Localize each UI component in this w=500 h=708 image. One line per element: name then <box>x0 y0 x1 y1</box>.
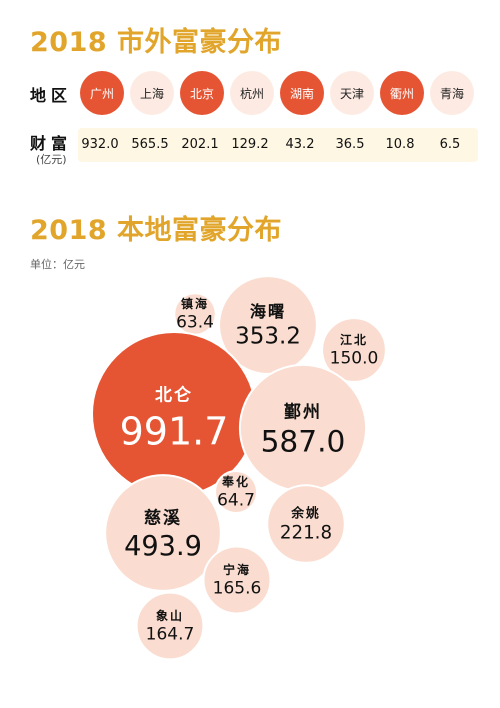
bubble-2: 海曙 353.2 <box>218 275 318 375</box>
city-name: 杭州 <box>239 86 264 101</box>
city-name: 天津 <box>339 86 364 101</box>
wealth-value: 43.2 <box>285 137 315 152</box>
city-circle: 北京 <box>180 71 224 115</box>
city-circle: 衢州 <box>380 71 424 115</box>
bubble-value: 63.4 <box>176 313 214 333</box>
wealth-value: 932.0 <box>81 137 119 152</box>
wealth-values-bar: 932.0 565.5 202.1 129.2 43.2 36.5 10.8 6.5 <box>78 128 478 162</box>
bubble-circle <box>218 275 318 375</box>
bubble-circle <box>266 484 346 564</box>
city-name: 上海 <box>139 86 164 101</box>
title-outside-distribution: 2018 市外富豪分布 <box>30 27 283 58</box>
bubble-circle <box>104 474 222 592</box>
city-name: 青海 <box>439 86 464 101</box>
bubble-4: 北仑 991.7 <box>91 331 257 497</box>
bubble-value: 64.7 <box>217 491 255 511</box>
wealth-value: 129.2 <box>231 137 269 152</box>
city-circle: 上海 <box>130 71 174 115</box>
wealth-value: 10.8 <box>385 137 415 152</box>
city-circle: 青海 <box>430 71 474 115</box>
city-circle: 湖南 <box>280 71 324 115</box>
bubble-value: 150.0 <box>330 349 379 369</box>
city-circle: 天津 <box>330 71 374 115</box>
bubble-label: 江北 <box>340 332 368 347</box>
wealth-value: 202.1 <box>181 137 219 152</box>
bubble-9: 宁海 165.6 <box>202 545 272 615</box>
unit-label: 单位：亿元 <box>30 258 85 271</box>
region-label: 地区 <box>30 86 73 105</box>
bubble-label: 余姚 <box>290 506 321 522</box>
city-name: 北京 <box>189 86 214 101</box>
bubble-label: 象山 <box>156 608 184 623</box>
bubble-circle <box>135 591 205 661</box>
bubble-10: 象山 164.7 <box>135 591 205 661</box>
bubble-circle <box>214 470 258 514</box>
bubble-label: 镇海 <box>181 296 209 311</box>
wealth-value: 6.5 <box>439 137 461 152</box>
city-circle: 杭州 <box>230 71 274 115</box>
city-circle: 广州 <box>80 71 124 115</box>
bubble-label: 鄞州 <box>284 403 322 423</box>
bubble-value: 165.6 <box>213 579 262 599</box>
bubble-3: 江北 150.0 <box>321 317 387 383</box>
bubble-value: 164.7 <box>146 625 195 645</box>
bubble-value: 353.2 <box>235 323 301 349</box>
bubble-circle <box>321 317 387 383</box>
bubble-label: 北仑 <box>155 385 193 406</box>
bubble-1: 镇海 63.4 <box>173 292 217 336</box>
city-name: 湖南 <box>289 86 314 101</box>
bubble-value: 493.9 <box>124 531 202 562</box>
bubble-6: 奉化 64.7 <box>214 470 258 514</box>
bubble-value: 221.8 <box>280 523 332 544</box>
city-name: 广州 <box>89 86 114 101</box>
bubble-label: 宁海 <box>223 562 251 577</box>
title-local-distribution: 2018 本地富豪分布 <box>30 215 283 246</box>
city-name: 衢州 <box>389 86 414 101</box>
bubble-value: 587.0 <box>261 424 346 459</box>
wealth-unit: (亿元) <box>36 153 67 166</box>
wealth-label: 财富 <box>30 134 73 153</box>
bubble-label: 奉化 <box>221 474 250 489</box>
bubble-7: 慈溪 493.9 <box>104 474 222 592</box>
bubble-circle <box>202 545 272 615</box>
bubble-label: 海曙 <box>250 302 286 321</box>
bubble-label: 慈溪 <box>144 507 182 528</box>
wealth-value: 36.5 <box>335 137 365 152</box>
bubble-value: 991.7 <box>120 409 229 453</box>
wealth-value: 565.5 <box>131 137 169 152</box>
city-row: 广州 上海 北京 杭州 湖南 天津 衢州 青海 <box>80 71 480 117</box>
